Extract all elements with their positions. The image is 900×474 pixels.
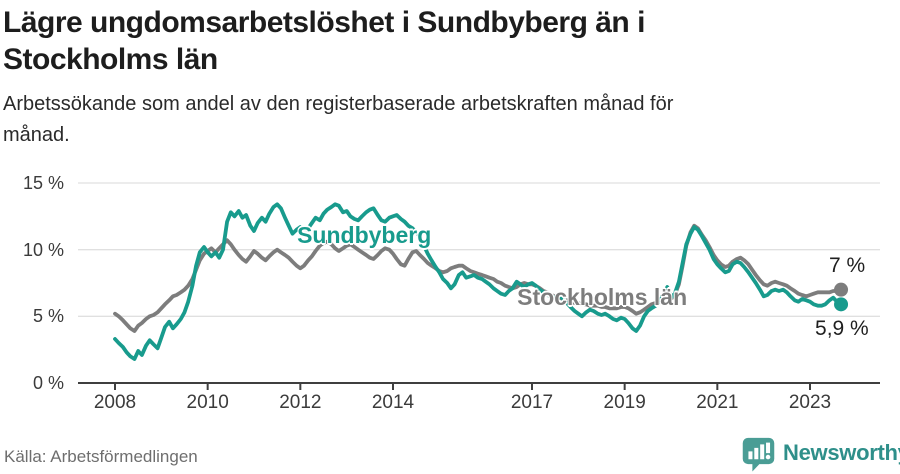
newsworthy-logo: Newsworthy — [741, 436, 900, 472]
x-tick-label-2021: 2021 — [696, 392, 739, 413]
page-title-line1: Lägre ungdomsarbetslöshet i Sundbyberg ä… — [3, 6, 645, 39]
x-tick-label-2017: 2017 — [510, 392, 554, 413]
series-label-stockholm: Stockholms län — [517, 283, 688, 310]
page-title-line2: Stockholms län — [3, 43, 218, 76]
x-tick-label-2023: 2023 — [788, 392, 832, 413]
page-title: Lägre ungdomsarbetslöshet i Sundbyberg ä… — [3, 4, 863, 78]
y-tick-label-15%: 15 % — [22, 173, 64, 193]
x-tick-label-2019: 2019 — [603, 392, 646, 413]
source-note: Källa: Arbetsförmedlingen — [4, 447, 198, 466]
series-end-dot-sundbyberg — [834, 297, 849, 312]
x-tick-label-2010: 2010 — [186, 392, 229, 413]
y-tick-label-10%: 10 % — [22, 239, 64, 260]
end-value-stockholm: 7 % — [829, 253, 866, 277]
x-tick-label-2012: 2012 — [279, 392, 322, 413]
series-end-dot-stockholms-län — [834, 282, 849, 297]
newsworthy-logo-text: Newsworthy — [783, 440, 900, 465]
subtitle-line2: månad. — [3, 124, 70, 146]
subtitle: Arbetssökande som andel av den registerb… — [3, 89, 863, 151]
y-tick-label-5%: 5 % — [32, 306, 64, 327]
subtitle-line1: Arbetssökande som andel av den registerb… — [3, 93, 674, 115]
end-value-sundbyberg: 5,9 % — [815, 317, 869, 341]
x-tick-label-2008: 2008 — [93, 392, 137, 413]
series-label-sundbyberg: Sundbyberg — [297, 222, 432, 249]
series-line-sundbyberg — [113, 202, 843, 361]
newsworthy-logo-icon — [742, 437, 775, 472]
y-tick-label-0%: 0 % — [32, 373, 64, 393]
x-tick-label-2014: 2014 — [371, 392, 415, 413]
series-line-stockholms-län — [113, 223, 843, 333]
